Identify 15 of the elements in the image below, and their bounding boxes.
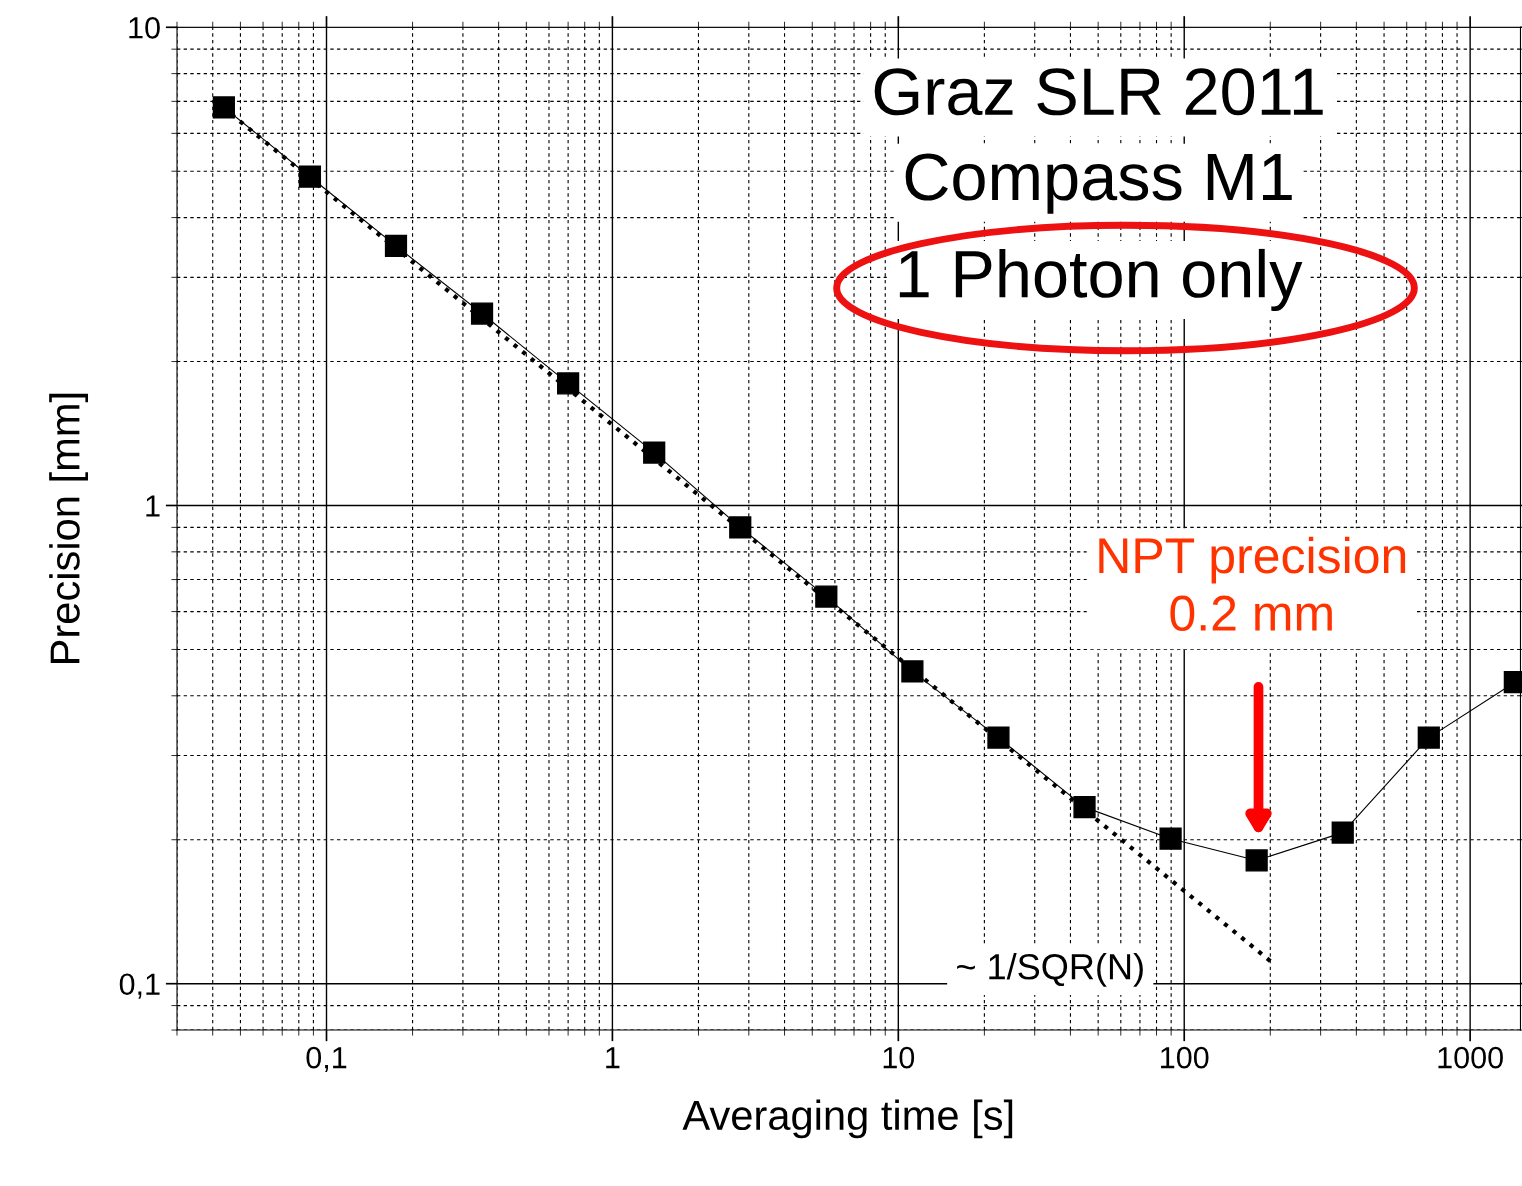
annotation: NPT precision 0.2 mm (1099, 536, 1406, 631)
x-tick-label: 0,1 (306, 1046, 347, 1073)
y-tick-label: 10 (129, 17, 160, 39)
y-tick-label: 1 (146, 495, 160, 517)
x-tick-label: 1 (606, 1047, 620, 1069)
annotation: 1 Photon only (899, 248, 1303, 312)
annotation: Graz SLR 2011 (874, 68, 1323, 116)
y-tick-label: 0,1 (119, 973, 160, 999)
annotation: Compass M1 (905, 153, 1292, 214)
x-tick-label: 10 (883, 1046, 915, 1069)
x-axis-title: Averaging time [s] (682, 1099, 1013, 1139)
x-tick-label: 1000 (1438, 1046, 1503, 1069)
y-axis-title: Precision [mm] (49, 393, 89, 663)
annotation: ~ 1/SQR(N) (957, 953, 1143, 987)
x-tick-label: 100 (1161, 1046, 1209, 1069)
